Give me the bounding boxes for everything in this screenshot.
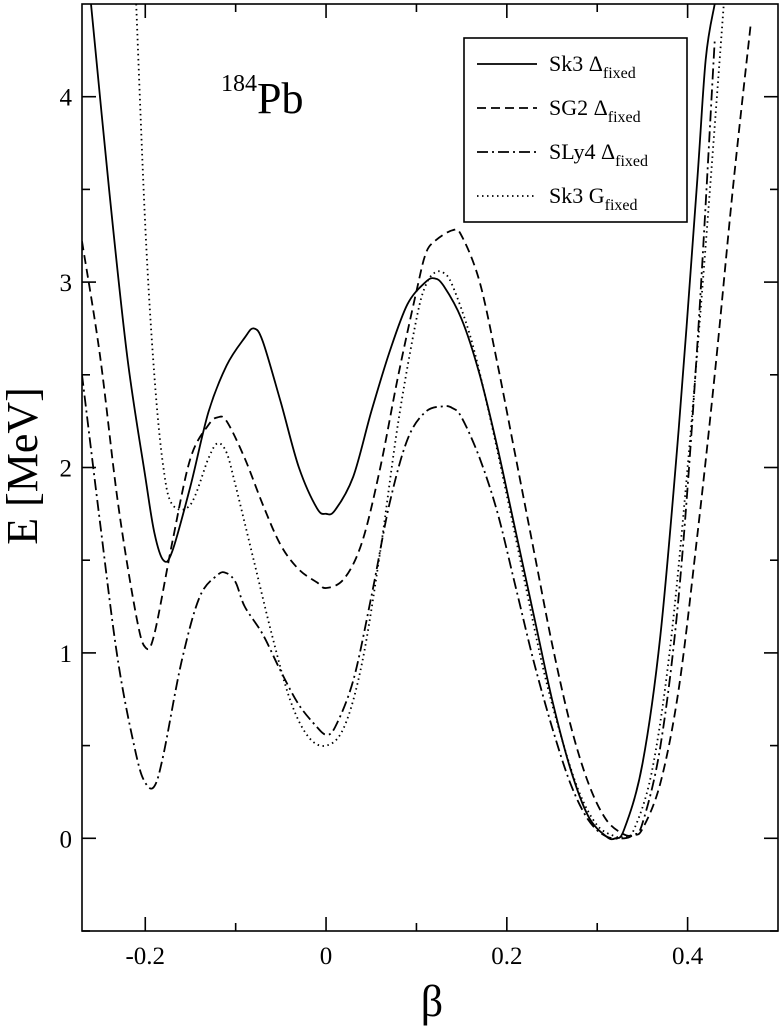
x-tick-label: 0.2	[491, 943, 522, 970]
x-tick-label: 0	[320, 943, 333, 970]
y-tick-label: 1	[60, 641, 73, 668]
nucleus-label: 184Pb	[221, 71, 303, 123]
legend-entry-label: SLy4 Δfixed	[549, 139, 648, 170]
series-line-solid	[90, 4, 716, 841]
y-tick-label: 4	[60, 85, 73, 112]
legend-entry-label: Sk3 Gfixed	[549, 183, 638, 214]
legend: Sk3 Δfixed SG2 Δfixed SLy4 Δfixed Sk3 Gfixe…	[463, 37, 688, 223]
axes-layer: -0.2 0 0.2 0.4 0 1 2 3 4	[60, 3, 779, 970]
x-axis-title: β	[421, 977, 443, 1026]
legend-entry-label: SG2 Δfixed	[549, 95, 641, 126]
x-tick-label: 0.4	[672, 943, 704, 970]
nucleus-element: Pb	[257, 74, 303, 123]
x-tick-label: -0.2	[125, 943, 165, 970]
nucleus-mass-number: 184	[221, 71, 257, 97]
legend-entry-label: Sk3 Δfixed	[549, 51, 636, 82]
y-tick-label: 0	[60, 826, 73, 853]
y-tick-label: 3	[60, 270, 73, 297]
y-axis-title: E [MeV]	[0, 387, 47, 545]
series-line-dashed	[82, 22, 752, 837]
series-layer	[82, 4, 752, 841]
legend-box	[463, 37, 688, 223]
series-line-dashdot	[82, 41, 716, 840]
series-line-dotted	[135, 4, 725, 839]
y-tick-label: 2	[60, 456, 73, 483]
